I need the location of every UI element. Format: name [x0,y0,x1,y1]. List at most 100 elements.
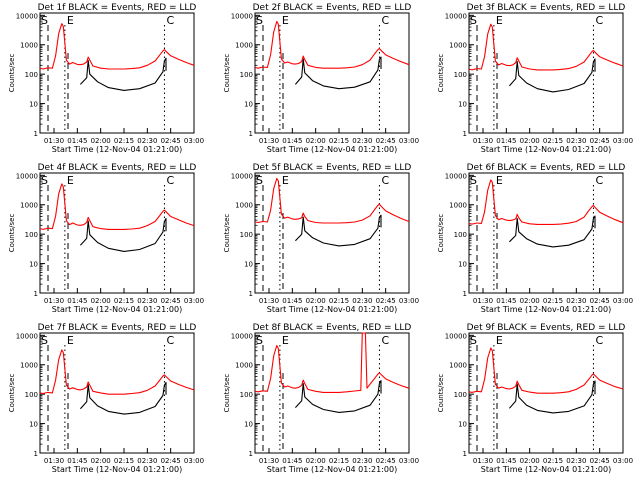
marker-label-E: E [496,14,503,27]
x-tick-label: 03:00 [613,297,633,305]
plot-title: Det 8f BLACK = Events, RED = LLD [253,323,412,333]
y-tick-label: 1000 [20,42,38,50]
y-tick-label: 1 [249,450,253,458]
marker-label-S: S [41,174,48,187]
series-line-events [295,214,382,247]
y-tick-label: 10000 [445,172,467,180]
x-tick-label: 02:15 [543,137,563,145]
marker-label-S: S [470,174,477,187]
x-axis-label: Start Time (12-Nov-04 01:21:00) [52,305,182,314]
y-axis-label: Counts/sec [437,374,445,413]
y-tick-label: 100 [25,231,38,239]
plot-frame [254,12,410,134]
plot-frame [39,172,195,294]
x-tick-label: 01:45 [496,297,516,305]
x-tick-label: 02:15 [543,457,563,465]
panel-det-8: Det 8f BLACK = Events, RED = LLD 1 10 100 10… [223,323,419,474]
x-tick-label: 02:00 [520,137,540,145]
marker-label-C: C [381,334,389,347]
x-tick-label: 02:30 [137,137,157,145]
series-line-lld [254,20,410,69]
plot-frame [39,332,195,454]
x-tick-label: 02:15 [114,297,134,305]
y-tick-label: 10000 [231,12,253,20]
marker-label-E: E [282,14,289,27]
x-tick-label: 02:45 [376,137,396,145]
panel-det-5: Det 5f BLACK = Events, RED = LLD 1 10 100 10… [223,163,419,314]
x-tick-label: 01:45 [496,457,516,465]
x-tick-label: 01:45 [496,137,516,145]
x-tick-label: 02:15 [543,297,563,305]
marker-label-S: S [470,14,477,27]
plot-title: Det 4f BLACK = Events, RED = LLD [38,163,197,173]
marker-label-E: E [282,334,289,347]
series-line-lld [39,183,195,230]
x-tick-label: 01:30 [44,137,64,145]
series-line-lld [39,349,195,395]
x-tick-label: 01:30 [473,297,493,305]
series-line-lld [39,23,195,70]
y-tick-label: 1 [249,290,253,298]
x-tick-label: 02:45 [161,137,181,145]
x-axis-label: Start Time (12-Nov-04 01:21:00) [52,145,182,154]
x-tick-label: 02:00 [91,137,111,145]
x-axis-label: Start Time (12-Nov-04 01:21:00) [267,145,397,154]
y-tick-label: 10 [458,421,467,429]
x-tick-label: 02:30 [137,297,157,305]
plot-frame [468,332,624,454]
x-tick-label: 01:30 [259,297,279,305]
x-tick-label: 02:30 [566,297,586,305]
x-axis-label: Start Time (12-Nov-04 01:21:00) [481,465,611,474]
y-axis-label: Counts/sec [8,374,16,413]
y-tick-label: 10 [29,101,38,109]
y-tick-label: 1 [34,290,38,298]
panel-det-3: Det 3f BLACK = Events, RED = LLD 1 10 100 10… [437,3,633,154]
y-tick-label: 10 [244,421,253,429]
x-tick-label: 02:45 [590,137,610,145]
x-tick-label: 01:45 [282,297,302,305]
y-tick-label: 1 [34,450,38,458]
x-tick-label: 01:45 [67,457,87,465]
x-tick-label: 01:30 [259,457,279,465]
y-axis-label: Counts/sec [8,54,16,93]
y-axis-label: Counts/sec [8,214,16,253]
series-line-lld [254,177,410,224]
x-tick-label: 02:00 [520,297,540,305]
x-tick-label: 02:00 [306,137,326,145]
series-line-events [508,58,596,93]
x-tick-label: 01:30 [473,137,493,145]
x-tick-label: 02:30 [352,297,372,305]
x-tick-label: 03:00 [399,457,419,465]
x-tick-label: 02:00 [520,457,540,465]
y-tick-label: 100 [454,231,467,239]
panel-det-9: Det 9f BLACK = Events, RED = LLD 1 10 100 10… [437,323,633,474]
y-tick-label: 100 [240,71,253,79]
series-line-lld [468,23,624,71]
x-axis-label: Start Time (12-Nov-04 01:21:00) [481,305,611,314]
x-tick-label: 03:00 [613,457,633,465]
x-tick-label: 02:15 [329,457,349,465]
x-tick-label: 02:45 [161,457,181,465]
y-axis-label: Counts/sec [223,374,231,413]
y-tick-label: 1000 [235,202,253,210]
y-tick-label: 1 [463,290,467,298]
x-tick-label: 01:30 [44,297,64,305]
x-tick-label: 02:45 [161,297,181,305]
y-tick-label: 100 [240,231,253,239]
panel-det-6: Det 6f BLACK = Events, RED = LLD 1 10 100 10… [437,163,633,314]
x-tick-label: 02:45 [376,457,396,465]
y-axis-label: Counts/sec [223,214,231,253]
y-tick-label: 10 [244,261,253,269]
y-tick-label: 100 [240,391,253,399]
x-tick-label: 01:45 [282,137,302,145]
y-axis-label: Counts/sec [437,214,445,253]
x-tick-label: 02:15 [114,457,134,465]
series-line-events [80,57,167,91]
marker-label-S: S [41,334,48,347]
panel-det-2: Det 2f BLACK = Events, RED = LLD 1 10 100 10… [223,3,419,154]
marker-label-E: E [67,14,74,27]
y-tick-label: 100 [25,71,38,79]
y-axis-label: Counts/sec [437,54,445,93]
y-tick-label: 10 [244,101,253,109]
x-tick-label: 03:00 [613,137,633,145]
